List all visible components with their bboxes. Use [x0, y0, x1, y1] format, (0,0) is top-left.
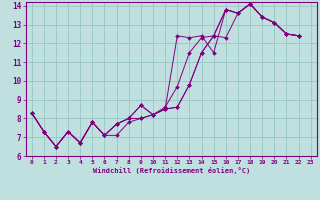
X-axis label: Windchill (Refroidissement éolien,°C): Windchill (Refroidissement éolien,°C) [92, 167, 250, 174]
